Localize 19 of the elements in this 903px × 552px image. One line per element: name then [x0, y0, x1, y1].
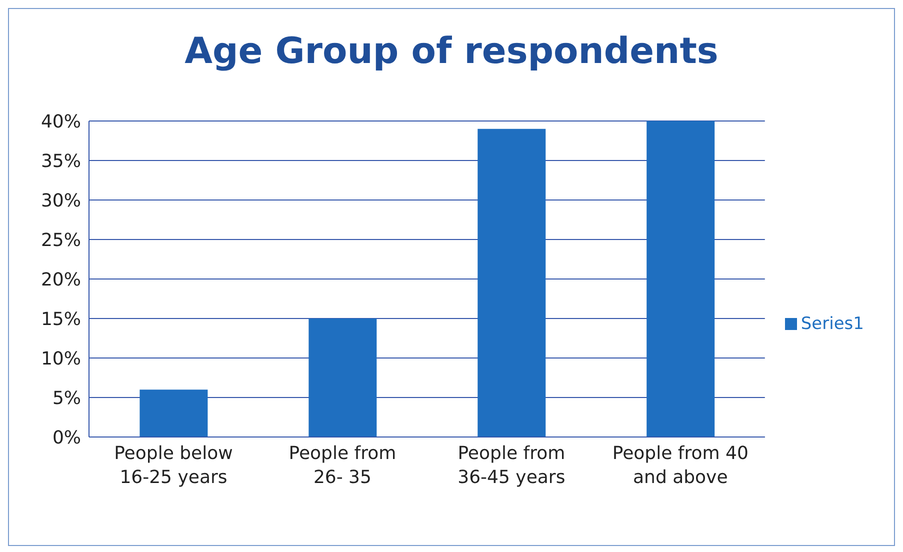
y-tick-label: 5%: [52, 388, 81, 409]
y-tick-label: 25%: [40, 230, 81, 251]
x-tick-label: People from 26- 35: [288, 443, 396, 488]
bar: [478, 128, 546, 437]
x-tick-label: People from 40 and above: [612, 443, 748, 488]
x-tick-label: People below 16-25 years: [114, 443, 233, 488]
y-tick-label: 30%: [40, 190, 81, 212]
y-tick-label: 0%: [52, 427, 81, 448]
chart-title: Age Group of respondents: [184, 30, 720, 74]
y-tick-label: 35%: [40, 150, 81, 172]
y-tick-label: 15%: [40, 308, 81, 330]
x-tick-label: People from 36-45 years: [458, 443, 566, 488]
legend-label: Series1: [800, 314, 864, 334]
y-tick-label: 40%: [40, 111, 81, 132]
y-tick-label: 20%: [40, 269, 81, 290]
bar: [646, 121, 715, 437]
bar: [308, 318, 377, 437]
bar: [140, 390, 208, 437]
y-tick-label: 10%: [40, 348, 81, 370]
